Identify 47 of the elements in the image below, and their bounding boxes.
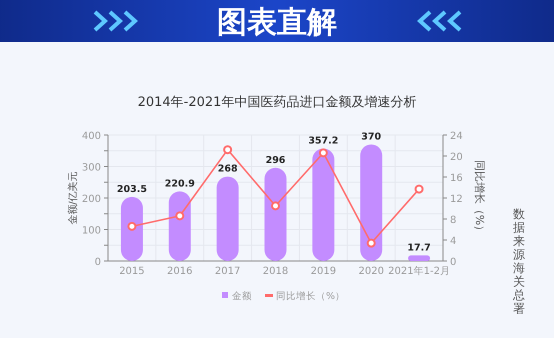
bar [216,176,239,261]
x-tick-label: 2021年1-2月 [388,265,450,277]
x-tick-label: 2019 [310,266,336,277]
y2-tick-label: 12 [450,194,463,205]
bar [264,168,286,261]
y-tick-label: 300 [82,162,101,174]
y-axis-title: 金额/亿美元 [67,171,79,225]
bar [168,191,191,261]
y-tick-label: 200 [82,194,101,205]
y2-tick-label: 24 [450,131,463,142]
bar [360,144,382,261]
x-tick-label: 2018 [262,266,288,277]
point [223,145,232,154]
data-label: 357.2 [308,135,338,146]
y2-tick-label: 4 [450,236,456,247]
chart-subtitle: 2014年-2021年中国医药品进口金额及增速分析 [138,95,416,110]
x-tick-label: 2016 [167,266,193,277]
y2-tick-label: 8 [450,215,456,226]
chart-title: 图表直解 [217,5,337,40]
legend-label: 同比增长（%） [276,290,346,302]
data-label: 370 [361,131,382,142]
text: 数据来源海关总署 [512,207,525,316]
point [127,222,136,231]
bar [120,196,143,261]
point [318,148,328,158]
legend-label: 金额 [232,290,252,302]
point [175,211,184,220]
data-label: 296 [266,154,286,166]
x-tick-label: 2015 [119,266,145,277]
y2-tick-label: 20 [450,152,463,163]
data-label: 220.9 [164,178,195,190]
point [366,238,376,248]
data-label: 268 [218,164,238,175]
y2-tick-label: 0 [450,257,456,268]
bar [408,255,430,261]
data-label: 17.7 [407,242,431,254]
y2-axis-title: 同比增长（%） [473,160,486,236]
y-tick-label: 0 [94,257,101,268]
y-tick-label: 100 [82,226,101,236]
x-tick-label: 2020 [358,266,384,277]
point [414,184,424,194]
bar [312,148,334,261]
y-tick-label: 400 [82,131,101,142]
x-tick-label: 2017 [214,266,240,277]
y2-tick-label: 16 [450,173,463,184]
point [271,201,280,210]
data-label: 203.5 [116,184,147,195]
